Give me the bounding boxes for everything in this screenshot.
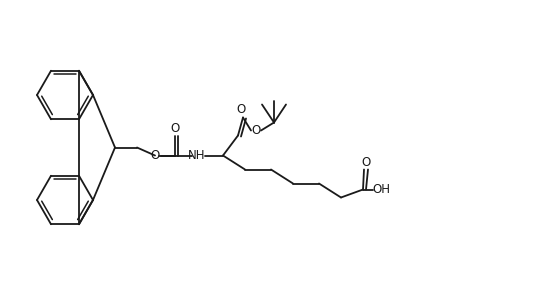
Text: NH: NH [188,149,206,162]
Text: O: O [170,122,180,135]
Text: OH: OH [372,183,390,196]
Text: O: O [252,124,260,137]
Text: O: O [150,149,160,162]
Text: O: O [361,156,371,169]
Text: O: O [236,103,246,116]
